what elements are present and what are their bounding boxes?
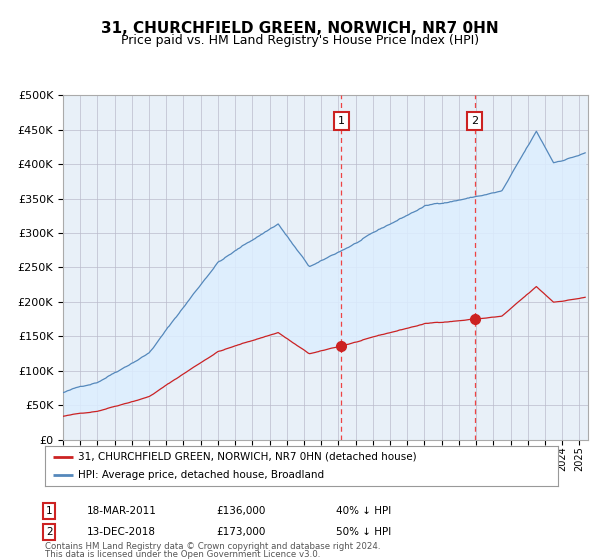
Text: £173,000: £173,000: [216, 527, 265, 537]
Text: 18-MAR-2011: 18-MAR-2011: [87, 506, 157, 516]
Text: 2: 2: [471, 116, 478, 127]
Text: 2: 2: [46, 527, 53, 537]
Text: 31, CHURCHFIELD GREEN, NORWICH, NR7 0HN (detached house): 31, CHURCHFIELD GREEN, NORWICH, NR7 0HN …: [79, 452, 417, 461]
Text: This data is licensed under the Open Government Licence v3.0.: This data is licensed under the Open Gov…: [45, 550, 320, 559]
Text: 40% ↓ HPI: 40% ↓ HPI: [336, 506, 391, 516]
Text: £136,000: £136,000: [216, 506, 265, 516]
Text: Price paid vs. HM Land Registry's House Price Index (HPI): Price paid vs. HM Land Registry's House …: [121, 34, 479, 46]
Text: 31, CHURCHFIELD GREEN, NORWICH, NR7 0HN: 31, CHURCHFIELD GREEN, NORWICH, NR7 0HN: [101, 21, 499, 36]
Text: 13-DEC-2018: 13-DEC-2018: [87, 527, 156, 537]
Text: 1: 1: [46, 506, 53, 516]
Text: 50% ↓ HPI: 50% ↓ HPI: [336, 527, 391, 537]
Text: Contains HM Land Registry data © Crown copyright and database right 2024.: Contains HM Land Registry data © Crown c…: [45, 542, 380, 551]
Text: 1: 1: [338, 116, 345, 127]
Text: HPI: Average price, detached house, Broadland: HPI: Average price, detached house, Broa…: [79, 470, 325, 480]
